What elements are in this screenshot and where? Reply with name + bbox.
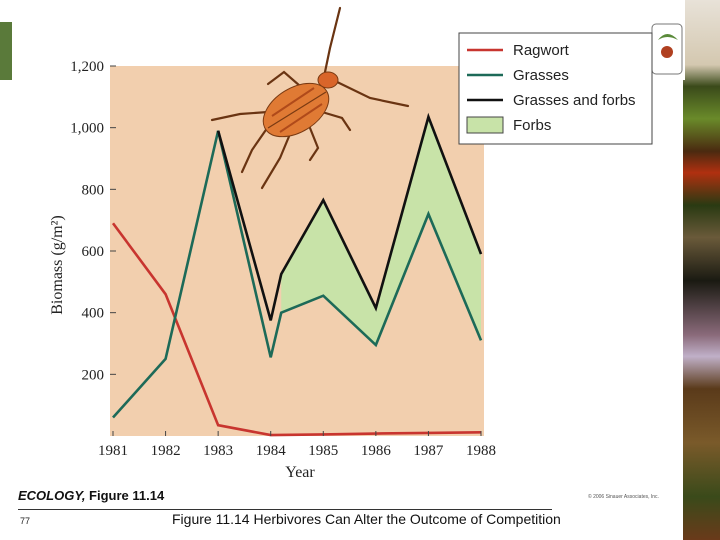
x-axis-title: Year — [285, 464, 315, 481]
y-tick-label: 400 — [82, 306, 105, 322]
series-line-grasses — [112, 130, 483, 419]
legend-label: Forbs — [513, 117, 551, 134]
x-tick-label: 1984 — [256, 443, 287, 459]
x-tick-label: 1988 — [466, 443, 496, 459]
legend: Ragwort Grasses Grasses and forbs Forbs — [458, 32, 653, 145]
forbs-area — [281, 116, 481, 346]
photo-strip — [683, 0, 720, 540]
legend-label: Grasses — [513, 67, 569, 84]
y-tick-label: 1,000 — [70, 121, 104, 137]
copyright-notice: © 2006 Sinauer Associates, Inc. — [588, 494, 659, 500]
legend-label: Ragwort — [513, 42, 570, 59]
logo — [648, 0, 685, 80]
y-axis-title: Biomass (g/m²) — [49, 215, 66, 314]
slide-caption: Figure 11.14 Herbivores Can Alter the Ou… — [172, 511, 561, 527]
figure-number: Figure 11.14 — [85, 488, 165, 503]
x-tick-label: 1982 — [151, 443, 181, 459]
x-tick-label: 1985 — [308, 443, 338, 459]
legend-label: Grasses and forbs — [513, 92, 636, 109]
page-number: 77 — [20, 516, 31, 526]
y-tick-label: 200 — [82, 367, 105, 383]
footer-divider — [18, 509, 552, 510]
series-line-grasses-and-forbs — [216, 112, 483, 321]
book-title: ECOLOGY, — [18, 488, 86, 503]
y-tick-label: 800 — [82, 182, 105, 198]
beetle-illustration — [210, 6, 410, 190]
logo-icon — [651, 23, 683, 75]
figure-credit: ECOLOGY, Figure 11.14 — [18, 488, 164, 503]
x-tick-label: 1986 — [361, 443, 392, 459]
slide-accent-bar — [0, 22, 12, 80]
legend-swatch — [466, 116, 504, 134]
x-tick-label: 1983 — [203, 443, 233, 459]
x-tick-label: 1981 — [98, 443, 128, 459]
y-tick-label: 600 — [82, 244, 105, 260]
y-tick-label: 1,200 — [70, 59, 104, 75]
x-tick-label: 1987 — [413, 443, 444, 459]
